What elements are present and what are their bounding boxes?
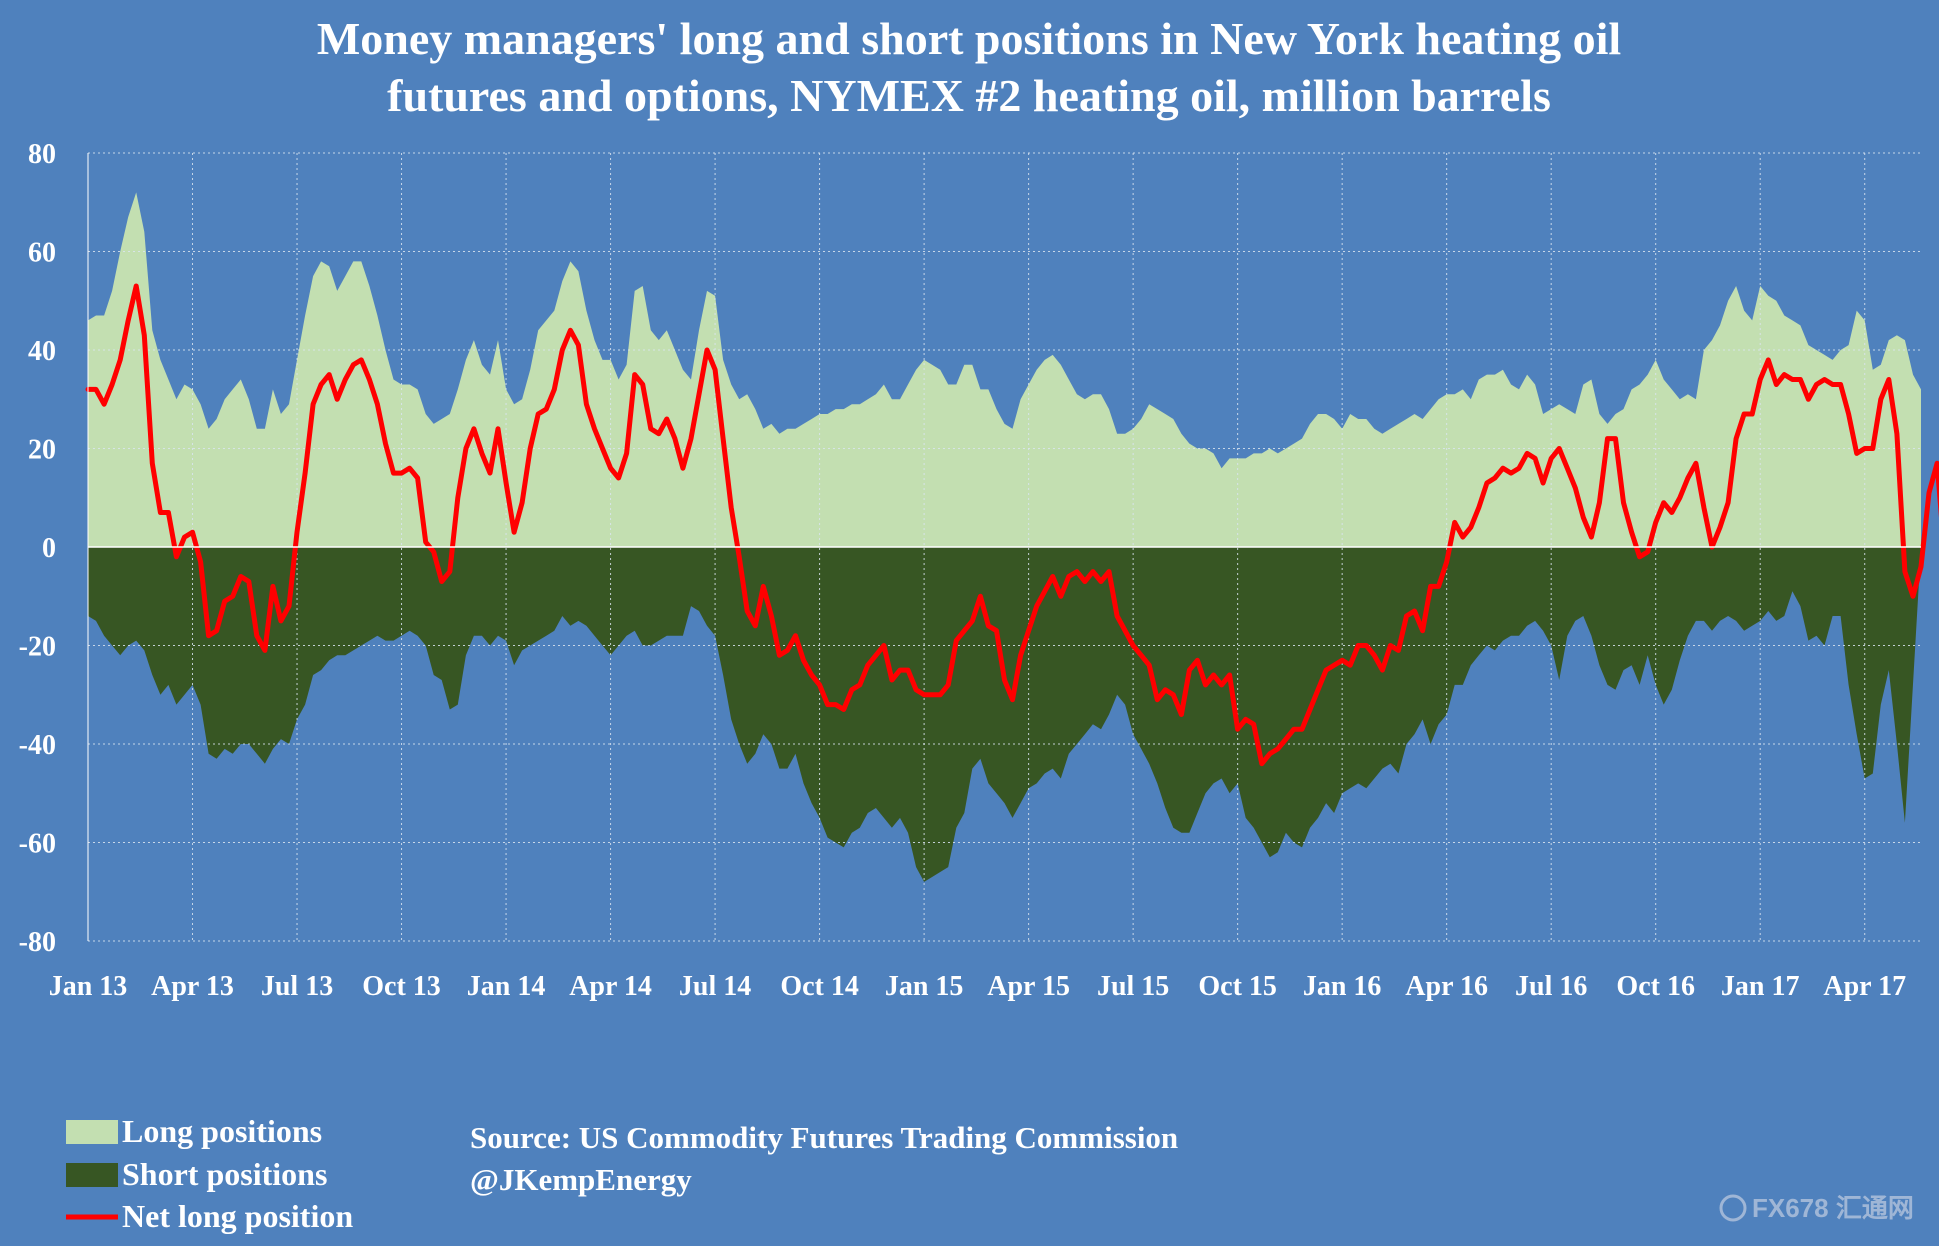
- legend-swatch-short: [66, 1163, 118, 1187]
- y-tick-label: -40: [19, 730, 56, 761]
- legend-label-short: Short positions: [122, 1156, 327, 1192]
- x-tick-label: Apr 13: [151, 971, 234, 1002]
- x-tick-label: Jan 17: [1721, 971, 1800, 1002]
- legend-label-long: Long positions: [122, 1113, 322, 1149]
- x-tick-label: Jul 16: [1515, 971, 1587, 1002]
- y-tick-label: -60: [19, 829, 56, 860]
- x-tick-label: Apr 15: [987, 971, 1070, 1002]
- x-tick-label: Apr 17: [1823, 971, 1906, 1002]
- source-line-1: Source: US Commodity Futures Trading Com…: [470, 1120, 1178, 1155]
- legend-label-net: Net long position: [122, 1198, 353, 1234]
- x-tick-label: Oct 14: [780, 971, 859, 1002]
- legend-swatch-long: [66, 1120, 118, 1144]
- x-tick-label: Jan 15: [885, 971, 964, 1002]
- y-tick-label: 80: [28, 139, 56, 170]
- x-tick-label: Jul 14: [679, 971, 751, 1002]
- net-long-position-line: [85, 283, 1939, 767]
- source-line-2: @JKempEnergy: [470, 1162, 692, 1197]
- long-positions-area: [88, 192, 1921, 547]
- y-tick-label: 40: [28, 336, 56, 367]
- watermark-text: FX678 汇通网: [1752, 1193, 1914, 1223]
- x-tick-label: Jul 15: [1097, 971, 1169, 1002]
- chart-title-line-1: Money managers' long and short positions…: [317, 13, 1621, 64]
- y-tick-label: 0: [42, 533, 56, 564]
- x-tick-label: Jul 13: [261, 971, 333, 1002]
- watermark: FX678 汇通网: [1719, 1193, 1914, 1223]
- x-tick-label: Oct 16: [1616, 971, 1695, 1002]
- y-tick-label: 20: [28, 435, 56, 466]
- plot-area: [88, 192, 1921, 882]
- x-tick-label: Oct 15: [1198, 971, 1277, 1002]
- x-tick-label: Jan 14: [467, 971, 546, 1002]
- x-tick-label: Apr 14: [569, 971, 652, 1002]
- y-tick-label: 60: [28, 238, 56, 269]
- watermark-logo-icon: [1719, 1194, 1747, 1222]
- axes: 80 60 40 20 0 -20 -40 -60 -80 Jan 13 Apr 13 Jul 13 O…: [19, 139, 1921, 1002]
- legend: Long positions Short positions Net long …: [66, 1113, 353, 1234]
- y-tick-label: -20: [19, 632, 56, 663]
- x-tick-label: Jan 13: [49, 971, 128, 1002]
- x-tick-label: Jan 16: [1303, 971, 1382, 1002]
- x-tick-label: Oct 13: [362, 971, 441, 1002]
- short-positions-area: [88, 547, 1921, 882]
- grid-lines: [88, 152, 1921, 942]
- x-tick-label: Apr 16: [1405, 971, 1488, 1002]
- series-layer: [85, 283, 1939, 767]
- chart-title-line-2: futures and options, NYMEX #2 heating oi…: [387, 70, 1551, 121]
- y-tick-label: -80: [19, 927, 56, 958]
